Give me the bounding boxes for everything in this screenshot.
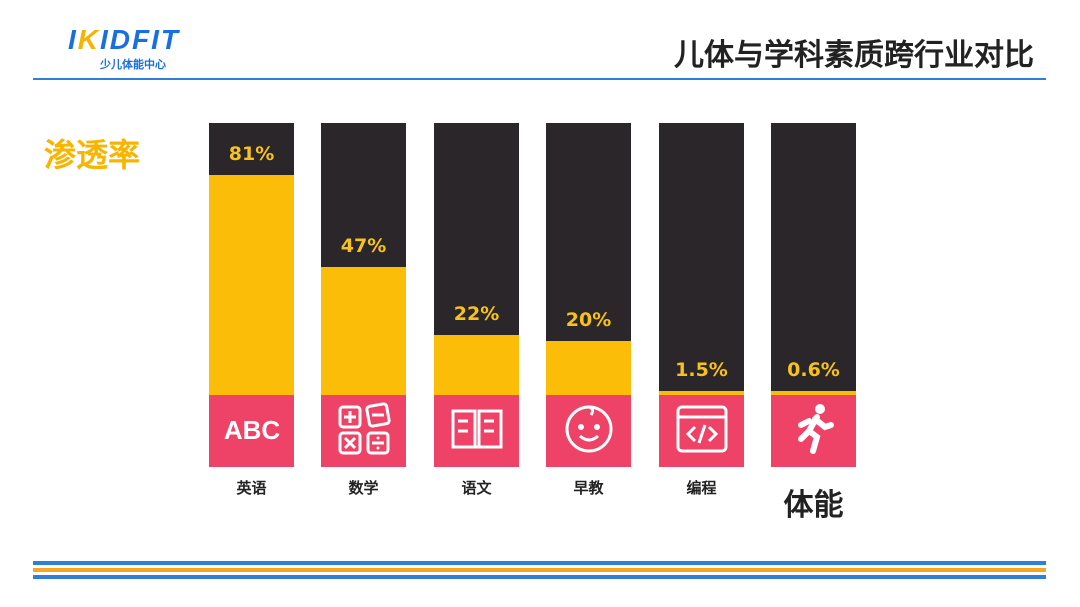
- code-window-icon: [672, 399, 732, 463]
- book-icon: [447, 399, 507, 463]
- category-label: 数学: [348, 479, 379, 497]
- bar-fill: [771, 391, 856, 395]
- calculator-icon: [334, 399, 394, 463]
- bar-fill: [321, 267, 406, 395]
- bar-fill: [209, 174, 294, 395]
- data-label: 81%: [228, 142, 275, 165]
- logo-text-k: K: [77, 24, 101, 55]
- bar-fill: [546, 340, 631, 395]
- baby-face-icon: [559, 399, 619, 463]
- footer-stripe-blue-2: [33, 575, 1046, 579]
- category-label: 体能: [783, 488, 844, 523]
- abc-icon: ABC: [222, 399, 282, 463]
- logo-text-rest: IDFIT: [100, 24, 181, 55]
- footer-stripe-blue: [33, 561, 1046, 565]
- data-label: 22%: [453, 303, 500, 326]
- data-label: 1.5%: [675, 358, 728, 381]
- bar-fill: [434, 335, 519, 395]
- icon-box: [321, 395, 406, 467]
- icon-box: [659, 395, 744, 467]
- category-label: 语文: [461, 479, 492, 497]
- data-label: 0.6%: [787, 359, 840, 381]
- logo-text: I: [68, 24, 78, 55]
- data-label: 47%: [340, 235, 387, 258]
- header-divider: [33, 78, 1046, 80]
- page-title: 儿体与学科素质跨行业对比: [674, 38, 1034, 73]
- category-label: 早教: [573, 479, 604, 497]
- chart-title: 渗透率: [44, 136, 141, 174]
- data-label: 20%: [565, 308, 612, 331]
- running-person-icon: [784, 399, 844, 463]
- bar-3: 20%: [546, 123, 631, 395]
- icon-box: [434, 395, 519, 467]
- icon-box: ABC: [209, 395, 294, 467]
- icon-box: [546, 395, 631, 467]
- bar-1: 47%: [321, 123, 406, 395]
- logo: IKIDFIT 少儿体能中心: [68, 26, 180, 72]
- footer-stripe-orange: [33, 568, 1046, 572]
- bar-0: 81%: [209, 123, 294, 395]
- svg-text:ABC: ABC: [223, 415, 280, 445]
- bar-5: 0.6%: [771, 123, 856, 395]
- logo-subtitle: 少儿体能中心: [100, 58, 166, 71]
- icon-box: [771, 395, 856, 467]
- category-label: 英语: [236, 479, 267, 497]
- bar-4: 1.5%: [659, 123, 744, 395]
- category-label: 编程: [686, 479, 717, 497]
- bar-2: 22%: [434, 123, 519, 395]
- bar-fill: [659, 390, 744, 395]
